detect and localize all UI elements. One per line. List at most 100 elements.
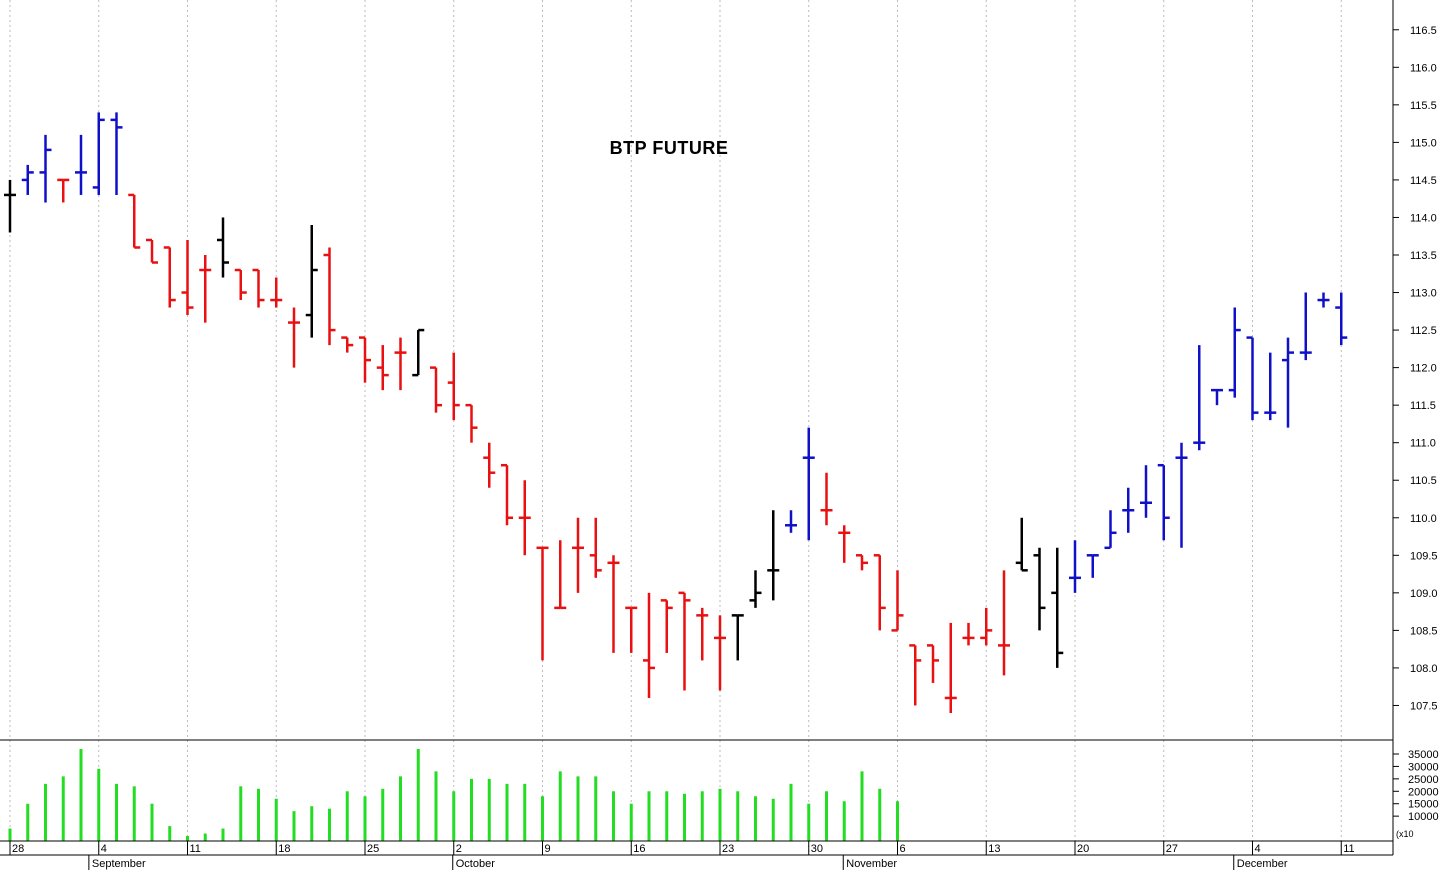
ohlc-bar [288,307,300,368]
ohlc-bar [767,510,780,601]
ohlc-bar [1033,547,1046,631]
chart-title: BTP FUTURE [610,138,729,158]
ohlc-bar [146,238,158,264]
ohlc-bar [465,403,478,443]
price-tick-label: 116.0 [1410,62,1437,74]
price-tick-label: 116.5 [1410,25,1437,37]
price-tick-label: 109.5 [1410,550,1438,562]
date-tick-label: 16 [633,843,645,855]
ohlc-bar [217,217,229,278]
ohlc-bar [199,255,212,323]
ohlc-bar [731,614,744,661]
price-tick-label: 115.0 [1410,137,1437,149]
ohlc-bar [714,615,726,691]
ohlc-bar [1015,517,1028,572]
price-tick-label: 107.5 [1410,700,1438,712]
price-tick-label: 114.5 [1410,175,1437,187]
ohlc-bar [1264,352,1277,421]
date-tick-label: 11 [190,843,201,855]
ohlc-bar [270,277,283,308]
price-tick-label: 110.5 [1410,475,1437,487]
ohlc-bar [856,554,868,571]
ohlc-bar [252,268,265,308]
ohlc-bar [802,427,815,541]
ohlc-bar [376,345,389,391]
volume-tick-label: 25000 [1408,774,1439,786]
price-tick-label: 112.0 [1410,363,1437,375]
ohlc-bar [1299,292,1312,361]
volume-multiplier-label: (x10 [1396,829,1414,839]
date-tick-label: 28 [12,843,24,855]
ohlc-bar [927,644,939,683]
price-tick-label: 111.5 [1410,400,1436,412]
ohlc-bar [1122,487,1135,533]
volume-tick-label: 30000 [1408,761,1439,773]
ohlc-bar [749,570,762,608]
date-axis: 28 4 11 18 25 2 9 16 23 30 6 13 20 27 4 11 September Octo… [9,841,1355,870]
ohlc-bar [625,606,638,653]
ohlc-bar [21,164,34,195]
ohlc-bar [305,224,318,338]
date-tick-label: 23 [722,843,734,855]
ohlc-bar [163,246,176,308]
date-tick-label: 11 [1343,843,1354,855]
price-tick-label: 109.0 [1410,588,1438,600]
ohlc-bar [412,328,425,377]
date-tick-label: 20 [1077,843,1089,855]
price-tick-label: 111.0 [1410,438,1436,450]
ohlc-bar [447,352,460,421]
ohlc-bar [980,607,993,646]
volume-tick-label: 15000 [1408,799,1439,811]
ohlc-bar [234,268,247,301]
ohlc-bar [1317,292,1330,308]
ohlc-bar [554,540,567,610]
month-label: October [456,858,495,870]
month-label: December [1237,858,1288,870]
ohlc-bar [820,472,833,526]
ohlc-bar [57,178,70,203]
price-tick-label: 115.5 [1410,100,1437,112]
ohlc-bar [4,179,16,233]
ohlc-bar [678,591,691,691]
date-tick-label: 9 [545,843,551,855]
ohlc-bar [1246,336,1259,421]
ohlc-bar [1157,463,1170,541]
ohlc-bar [75,134,87,195]
ohlc-bar [341,336,354,353]
ohlc-bar [518,480,531,556]
ohlc-bar [1069,540,1081,593]
ohlc-bar [483,442,496,488]
ohlc-bar [1175,442,1188,548]
month-label: September [92,858,146,870]
volume-tick-label: 20000 [1408,786,1439,798]
ohlc-bar [838,525,851,563]
price-tick-label: 113.5 [1410,250,1437,262]
volume-tick-label: 10000 [1408,811,1439,823]
ohlc-bar [1282,337,1294,428]
ohlc-bar [572,517,584,593]
ohlc-bar [998,570,1010,676]
ohlc-bar [536,546,549,661]
month-label: November [846,858,897,870]
ohlc-bar [696,607,709,661]
date-tick-label: 2 [456,843,462,855]
ohlc-bar [643,592,655,698]
ohlc-bar [1140,465,1152,518]
ohlc-bar [359,336,371,383]
ohlc-bar [1211,388,1223,406]
date-tick-label: 25 [367,843,379,855]
ohlc-bar [92,112,105,195]
ohlc-bar [430,366,442,413]
ohlc-bar [1104,510,1117,550]
ohlc-bar [589,517,602,578]
ohlc-bar [909,644,922,706]
volume-bars [8,749,899,841]
ohlc-bar [785,510,797,533]
date-tick-label: 4 [101,843,107,855]
price-tick-label: 108.5 [1410,625,1438,637]
price-tick-label: 112.5 [1410,325,1437,337]
date-tick-label: 4 [1255,843,1261,855]
chart-frame [0,0,1394,856]
